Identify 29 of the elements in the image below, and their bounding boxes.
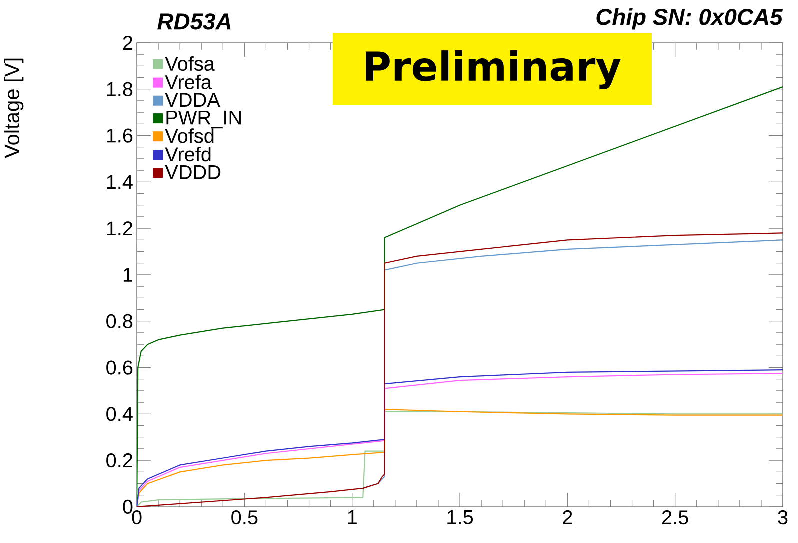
legend-label: Vrefd [165, 147, 211, 162]
y-tick-label: 2 [123, 36, 132, 50]
chart-title: RD53A [158, 14, 231, 30]
legend-label: Vofsa [165, 56, 215, 72]
y-tick-label: 0 [123, 500, 133, 514]
x-tick-label: 3 [778, 510, 788, 525]
x-tick-label: 0 [132, 510, 142, 525]
y-tick-label: 1.6 [107, 128, 133, 143]
legend-label: VDDA [165, 93, 220, 107]
legend-label: Vrefa [165, 74, 212, 90]
annotation: Preliminary [366, 50, 621, 90]
y-tick-label: 0.4 [106, 407, 133, 422]
y-tick-label: 1.8 [107, 82, 133, 96]
y-tick-label: 1.2 [107, 222, 132, 236]
legend-label: Vofsd [165, 128, 214, 144]
chart-subtitle: Chip SN: 0x0CA5 [596, 8, 784, 30]
y-axis-title: Voltage [V] [4, 58, 24, 158]
y-tick-label: 0.6 [106, 360, 133, 375]
x-tick-label: 0.5 [232, 510, 258, 525]
y-tick-label: 1 [124, 268, 133, 282]
x-tick-label: 2.5 [662, 510, 688, 525]
x-tick-label: 1 [348, 510, 357, 524]
x-tick-label: 2 [563, 510, 572, 524]
y-tick-label: 1.4 [107, 175, 133, 190]
legend-label: PWR_IN [166, 110, 241, 129]
x-tick-label: 1.5 [448, 510, 474, 524]
legend-label: VDDD [165, 165, 221, 180]
y-tick-label: 0.8 [106, 314, 133, 328]
y-tick-label: 0.2 [106, 454, 132, 468]
